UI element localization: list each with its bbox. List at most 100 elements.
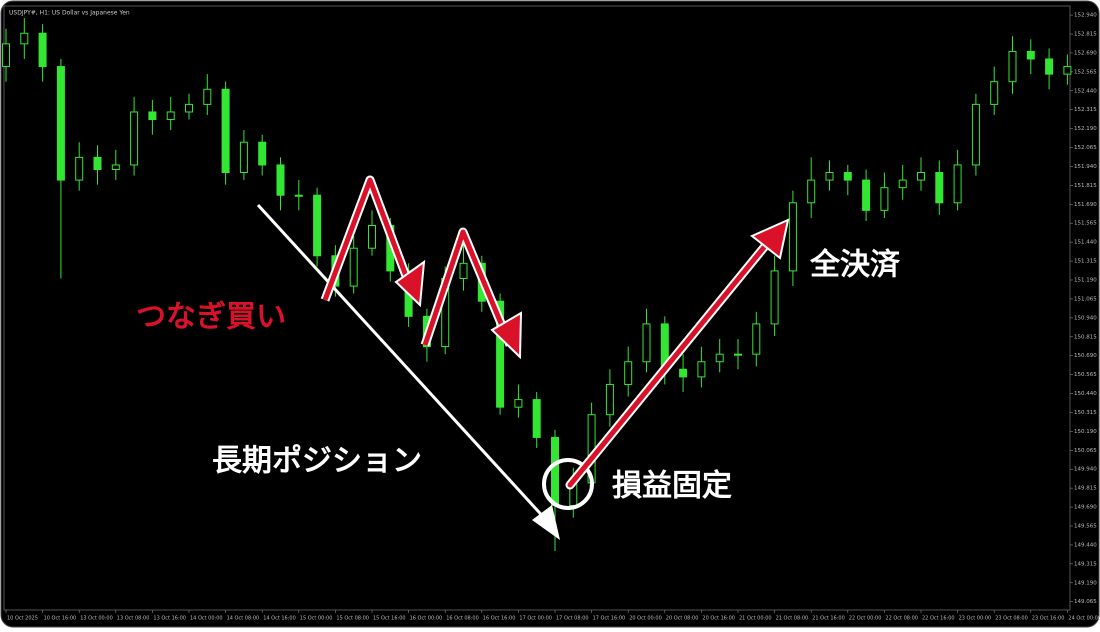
x-tick-label: 17 Oct 08:00 xyxy=(556,616,589,622)
x-tick-label: 23 Oct 00:00 xyxy=(959,616,992,622)
y-tick-label: 150.315 xyxy=(1074,410,1097,416)
candle-body xyxy=(990,81,999,105)
y-tick-label: 149.065 xyxy=(1074,599,1097,605)
x-tick-label: 16 Oct 08:00 xyxy=(446,616,479,622)
zigzag xyxy=(422,229,513,346)
candle-body xyxy=(624,361,633,385)
y-tick-label: 150.815 xyxy=(1074,334,1097,340)
chart-title: USDJPY#, H1: US Dollar vs Japanese Yen xyxy=(9,10,130,17)
candle-body xyxy=(1026,50,1035,60)
y-tick-label: 150.690 xyxy=(1074,353,1097,359)
candle-body xyxy=(130,111,139,166)
annotation: 全決済 xyxy=(809,248,901,283)
plot-border xyxy=(3,5,1071,611)
y-tick-label: 149.940 xyxy=(1074,467,1097,473)
y-tick-label: 151.565 xyxy=(1074,221,1097,227)
candle-body xyxy=(752,323,761,355)
y-tick-label: 152.690 xyxy=(1074,50,1097,56)
x-tick-label: 23 Oct 16:00 xyxy=(1032,616,1065,622)
candle-body xyxy=(770,270,779,325)
candle-body xyxy=(56,66,65,181)
x-tick-label: 15 Oct 16:00 xyxy=(373,616,406,622)
x-tick-label: 22 Oct 08:00 xyxy=(885,616,918,622)
candle-body xyxy=(349,247,358,287)
candle-body xyxy=(532,399,541,438)
x-tick-label: 16 Oct 00:00 xyxy=(410,616,443,622)
y-tick-label: 152.190 xyxy=(1074,126,1097,132)
y-tick-label: 151.690 xyxy=(1074,202,1097,208)
candle-body xyxy=(971,103,980,166)
x-tick-label: 13 Oct 16:00 xyxy=(153,616,186,622)
arrow-head xyxy=(750,218,790,260)
candle-body xyxy=(313,194,322,257)
y-tick-label: 151.940 xyxy=(1074,164,1097,170)
candle-body xyxy=(1045,58,1054,75)
long-arrow xyxy=(256,203,550,524)
candle-body xyxy=(185,103,193,113)
y-tick-label: 152.440 xyxy=(1074,88,1097,94)
x-tick-label: 20 Oct 08:00 xyxy=(666,616,699,622)
y-tick-label: 150.190 xyxy=(1074,429,1097,435)
candle-body xyxy=(221,88,230,174)
x-tick-label: 16 Oct 16:00 xyxy=(483,616,516,622)
candle-body xyxy=(111,164,120,170)
candle-body xyxy=(459,262,468,279)
x-tick-label: 21 Oct 08:00 xyxy=(776,616,809,622)
y-tick-label: 149.315 xyxy=(1074,561,1097,567)
arrow-head xyxy=(490,311,523,360)
candle-body xyxy=(642,323,651,363)
candle-body xyxy=(551,436,559,507)
x-tick-label: 23 Oct 08:00 xyxy=(995,616,1028,622)
y-tick-label: 149.815 xyxy=(1074,486,1097,492)
arrows xyxy=(256,175,790,540)
candle-body xyxy=(514,399,523,408)
y-tick-label: 151.315 xyxy=(1074,259,1097,265)
candle-body xyxy=(825,172,834,181)
candle-body xyxy=(953,164,962,204)
candle-body xyxy=(862,179,871,211)
candle-body xyxy=(935,172,944,204)
x-tick-label: 13 Oct 08:00 xyxy=(117,616,150,622)
candle-body xyxy=(917,172,925,181)
x-tick-label: 17 Oct 16:00 xyxy=(593,616,626,622)
exit-arrow xyxy=(567,237,773,488)
x-tick-label: 14 Oct 08:00 xyxy=(227,616,260,622)
y-tick-label: 151.190 xyxy=(1074,277,1097,283)
candle-body xyxy=(239,141,248,174)
y-tick-label: 152.315 xyxy=(1074,107,1097,113)
candle-body xyxy=(715,353,724,363)
candle-body xyxy=(20,32,29,45)
candle-body xyxy=(75,156,84,181)
y-tick-label: 151.065 xyxy=(1074,296,1097,302)
x-tick-label: 21 Oct 00:00 xyxy=(739,616,772,622)
x-tick-label: 10 Oct 2025 xyxy=(7,616,38,622)
y-tick-label: 152.815 xyxy=(1074,32,1097,38)
x-tick-label: 13 Oct 00:00 xyxy=(80,616,113,622)
candle-body xyxy=(1008,50,1017,83)
candle-body xyxy=(368,224,376,249)
candle-body xyxy=(697,361,706,378)
candle-body xyxy=(788,202,797,272)
candle-body xyxy=(148,111,157,121)
candle-body xyxy=(38,32,47,68)
x-tick-label: 14 Oct 00:00 xyxy=(190,616,223,622)
fix-circle xyxy=(542,458,594,510)
candle-body xyxy=(276,164,285,196)
y-tick-label: 152.565 xyxy=(1074,69,1097,75)
x-tick-label: 20 Oct 16:00 xyxy=(702,616,735,622)
candle-body xyxy=(807,179,816,204)
x-tick-label: 15 Oct 00:00 xyxy=(300,616,333,622)
y-tick-label: 149.565 xyxy=(1074,523,1097,529)
x-tick-label: 22 Oct 00:00 xyxy=(849,616,882,622)
candle-body xyxy=(203,88,212,105)
candle-body xyxy=(679,368,688,378)
y-tick-label: 150.565 xyxy=(1074,372,1097,378)
annotation: つなぎ買い xyxy=(136,300,286,335)
arrow-head xyxy=(532,505,560,540)
y-tick-label: 152.940 xyxy=(1074,13,1097,19)
x-tick-label: 20 Oct 00:00 xyxy=(629,616,662,622)
x-tick-label: 14 Oct 16:00 xyxy=(263,616,296,622)
